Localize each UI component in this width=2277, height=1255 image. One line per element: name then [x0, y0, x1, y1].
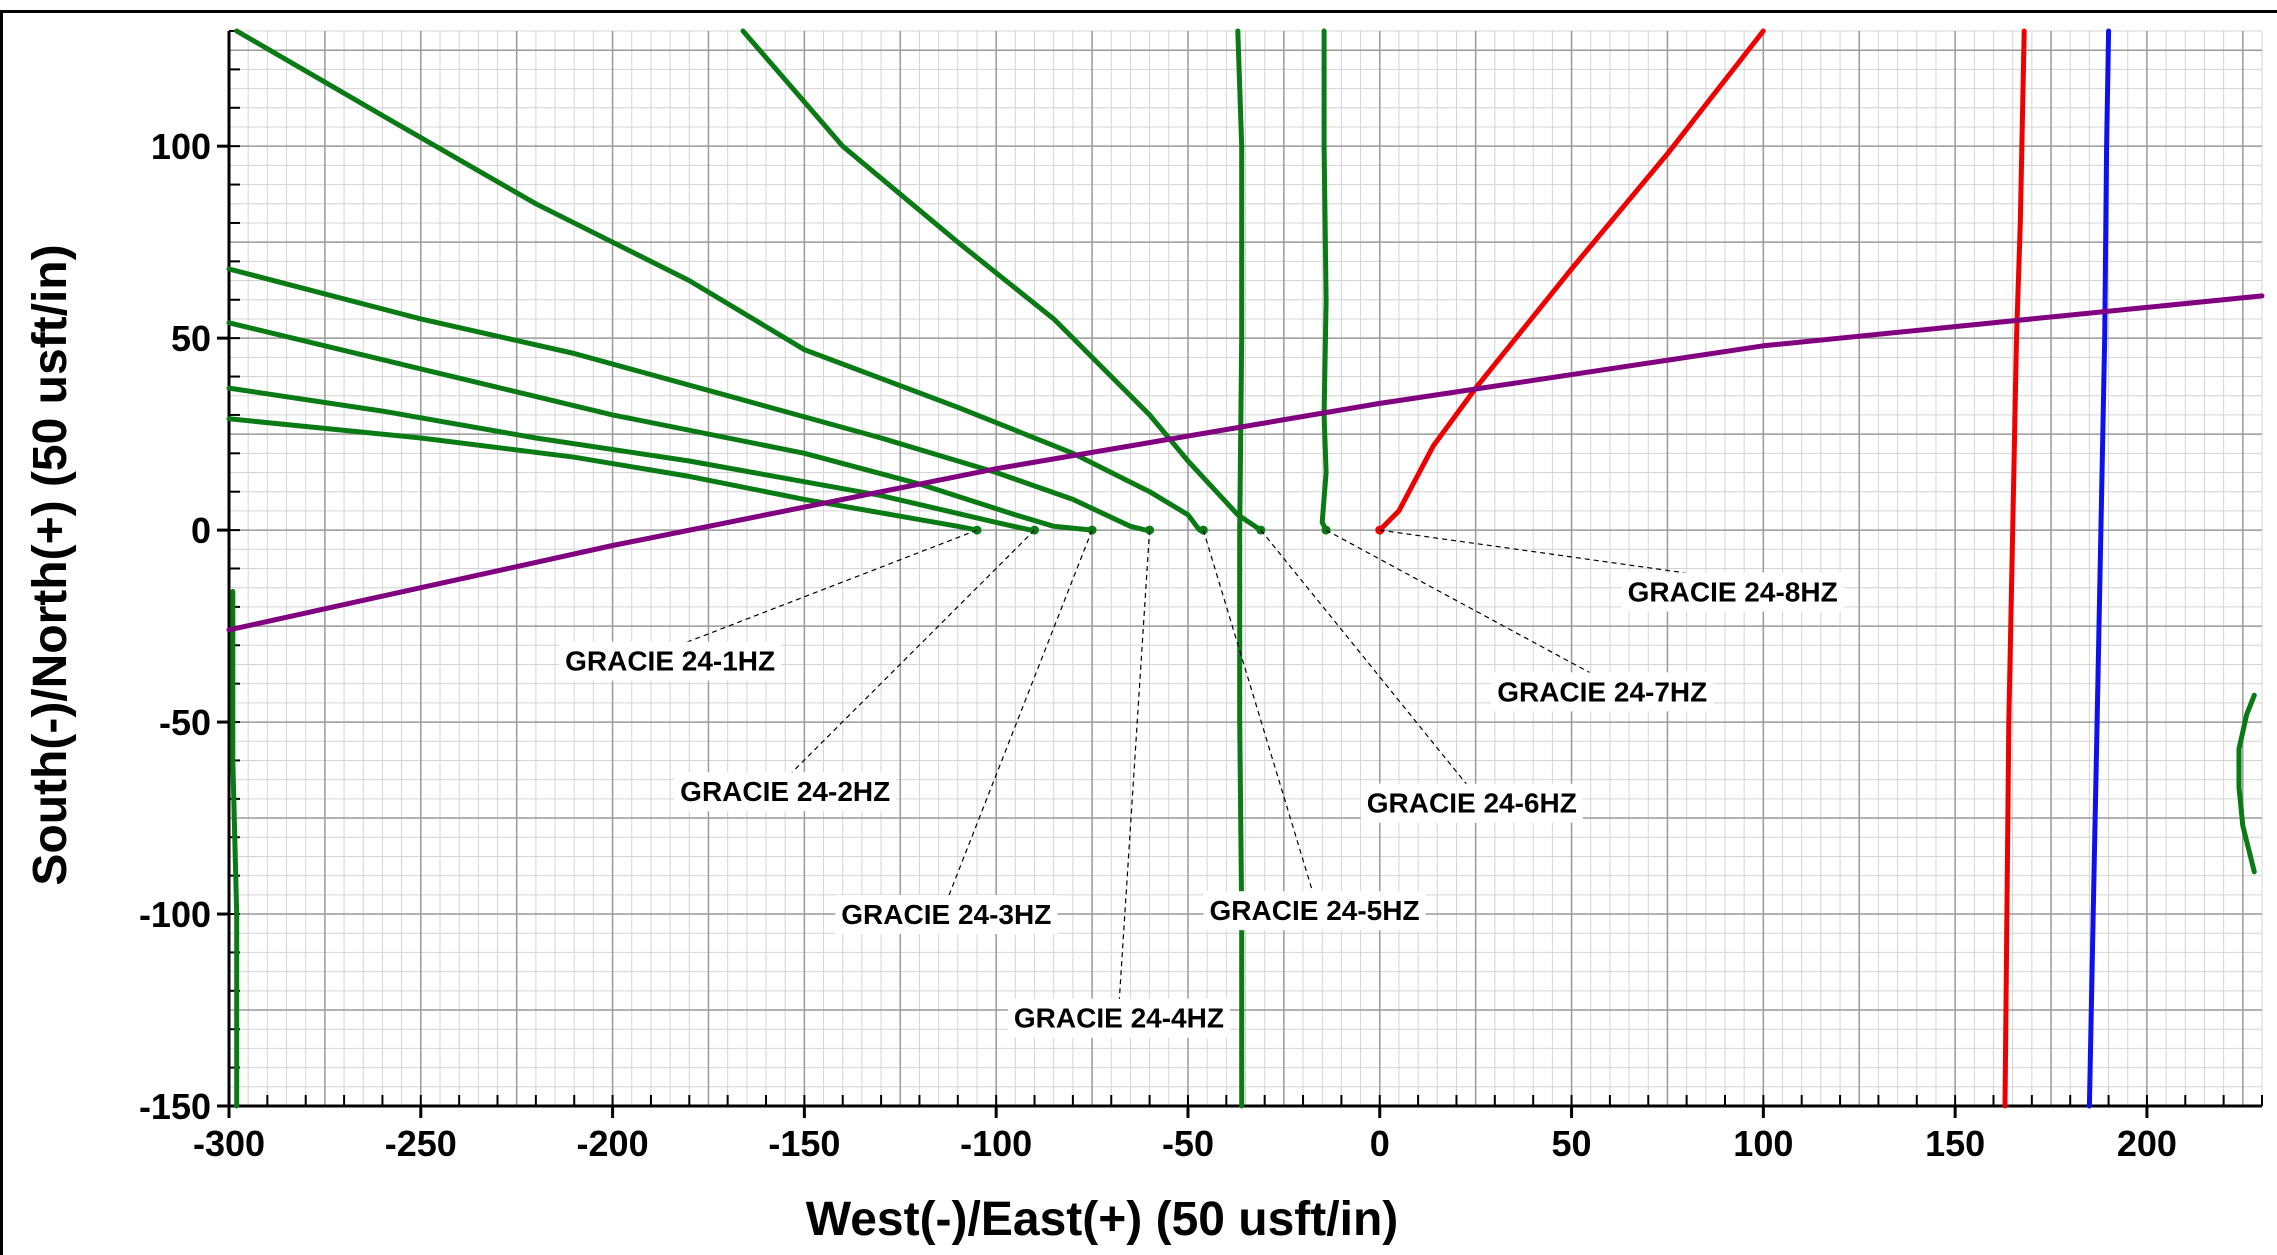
leader-line [669, 529, 978, 650]
well-path-green-9 [230, 589, 240, 1109]
well-label-background [835, 895, 1058, 935]
x-tick-label: -200 [577, 1123, 649, 1164]
well-label-background [1360, 783, 1583, 823]
y-tick-label: 100 [151, 126, 211, 167]
leader-line [784, 529, 1035, 780]
leader-line [1260, 529, 1473, 792]
well-path-green-7 [740, 28, 1264, 533]
frame-top-line [0, 10, 2277, 13]
well-path-green-5 [234, 28, 1202, 533]
well-label: GRACIE 24-2HZ [680, 776, 890, 807]
well-path-green-4 [226, 266, 1149, 533]
y-tick-label: -100 [139, 894, 211, 935]
well-label: GRACIE 24-3HZ [841, 899, 1051, 930]
well-label-background [1491, 672, 1714, 712]
x-tick-label: -50 [1162, 1123, 1214, 1164]
well-path-red-12 [2002, 28, 2027, 1109]
leader-line [945, 529, 1093, 903]
x-tick-label: 100 [1733, 1123, 1793, 1164]
well-label-background [674, 772, 897, 812]
well-path-green-2 [226, 385, 1034, 533]
x-tick-label: 200 [2117, 1123, 2177, 1164]
leader-line [1379, 529, 1733, 581]
well-label: GRACIE 24-7HZ [1497, 676, 1707, 707]
x-tick-label: -150 [768, 1123, 840, 1164]
y-tick-label: -150 [139, 1086, 211, 1127]
y-tick-label: 0 [191, 510, 211, 551]
well-label-background [559, 641, 782, 681]
grid [228, 30, 2263, 1107]
well-path-green-3 [226, 320, 1095, 533]
well-path-green-10 [2236, 692, 2257, 875]
well-label: GRACIE 24-5HZ [1210, 895, 1420, 926]
leader-line [1118, 530, 1151, 1006]
axes: -300 -250 -200 -150 -100 -50 0 50 100 150 200 -150 -… [139, 30, 2263, 1164]
y-axis-title: South(-)/North(+) (50 usft/in) [24, 244, 77, 885]
well-label-background [1621, 572, 1844, 612]
x-tick-label: -300 [193, 1123, 265, 1164]
y-tick-label: 50 [171, 318, 211, 359]
y-tick-label: -50 [159, 702, 211, 743]
well-path-purple-14 [226, 293, 2265, 633]
frame-left-line [0, 10, 3, 1255]
well-path-green-1 [226, 416, 980, 533]
well-label: GRACIE 24-6HZ [1367, 788, 1577, 819]
x-tick-label: 50 [1552, 1123, 1592, 1164]
well-label: GRACIE 24-4HZ [1014, 1003, 1224, 1034]
well-label: GRACIE 24-8HZ [1628, 577, 1838, 608]
series-group [226, 28, 2265, 1109]
well-path-green-6 [1235, 28, 1245, 1109]
well-label-background [1007, 998, 1230, 1038]
leader-line [1202, 529, 1316, 899]
x-tick-label: 150 [1925, 1123, 1985, 1164]
well-label: GRACIE 24-1HZ [565, 646, 775, 677]
leader-line [1325, 529, 1603, 680]
x-axis-title: West(-)/East(+) (50 usft/in) [806, 1193, 1399, 1246]
x-tick-label: -250 [385, 1123, 457, 1164]
well-path-blue-13 [2086, 28, 2112, 1109]
x-tick-label: -100 [960, 1123, 1032, 1164]
x-tick-label: 0 [1370, 1123, 1390, 1164]
annotations: GRACIE 24-1HZ GRACIE 24-2HZ GRACIE 24-3HZ G… [559, 529, 1844, 1038]
well-label-background [1203, 891, 1426, 931]
